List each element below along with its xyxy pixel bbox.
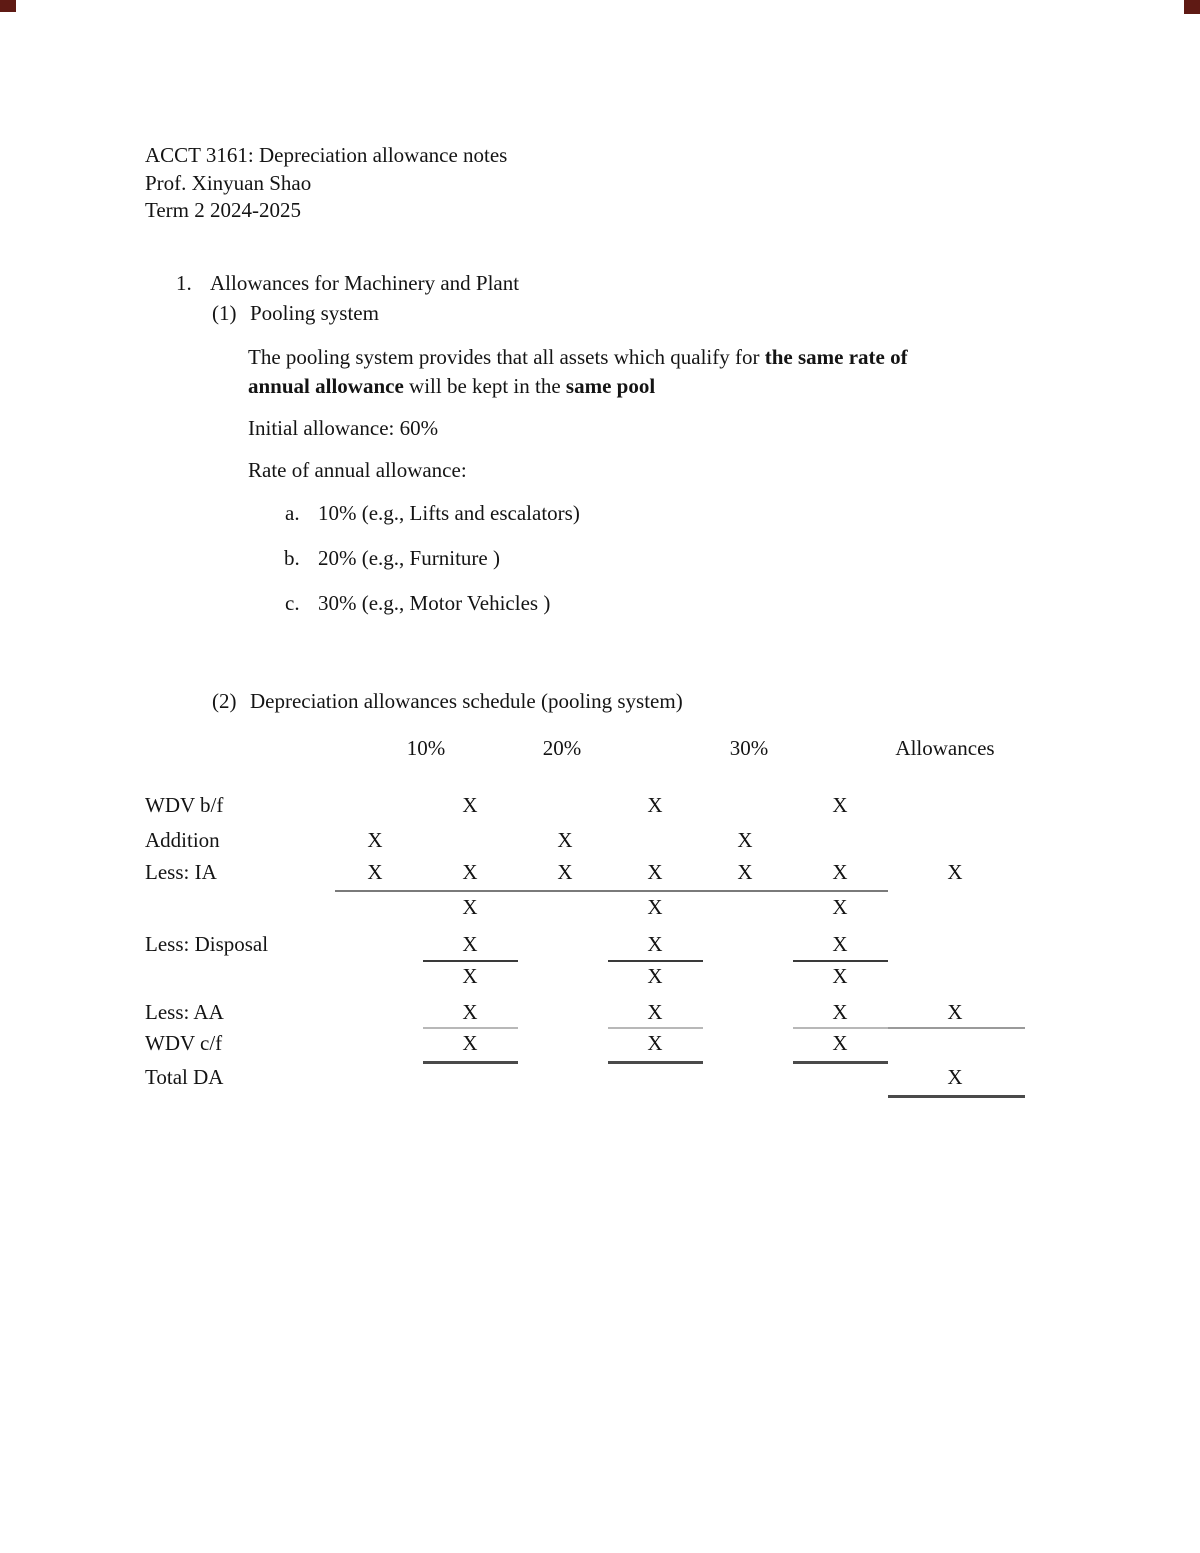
schedule-cell: X xyxy=(832,793,848,817)
column-header-10pct: 10% xyxy=(406,736,446,760)
schedule-cell: X xyxy=(832,860,848,884)
sum-line xyxy=(423,1027,518,1029)
doc-author: Prof. Xinyuan Shao xyxy=(145,170,312,195)
paragraph-bold-text: the same rate of xyxy=(764,345,908,369)
rate-item-text: 10% (e.g., Lifts and escalators) xyxy=(318,501,580,525)
schedule-cell: X xyxy=(947,1065,963,1089)
sum-line xyxy=(793,1061,888,1064)
sum-line xyxy=(793,960,888,962)
schedule-cell: X xyxy=(832,895,848,919)
list-number-1: 1. xyxy=(176,271,192,295)
schedule-cell: X xyxy=(557,828,573,852)
schedule-cell: X xyxy=(947,1000,963,1024)
schedule-cell: X xyxy=(832,1031,848,1055)
paragraph-text: The pooling system provides that all ass… xyxy=(248,345,765,369)
doc-term: Term 2 2024-2025 xyxy=(145,198,302,222)
schedule-cell: X xyxy=(462,793,478,817)
schedule-cell: X xyxy=(462,964,478,988)
schedule-cell: X xyxy=(647,860,663,884)
sum-line xyxy=(608,960,703,962)
schedule-row-label: Less: IA xyxy=(145,860,217,884)
paragraph-text: will be kept in the xyxy=(403,373,566,398)
doc-header: ACCT 3161: Depreciation allowance notes … xyxy=(145,142,507,225)
scan-artifact-top-left xyxy=(0,0,16,12)
column-header-30pct: 30% xyxy=(729,736,769,760)
schedule-cell: X xyxy=(557,860,573,884)
subsection-1-title: Pooling system xyxy=(250,301,379,325)
schedule-cell: X xyxy=(737,860,753,884)
column-header-20pct: 20% xyxy=(542,736,582,760)
initial-allowance-line: Initial allowance: 60% xyxy=(248,416,439,440)
schedule-cell: X xyxy=(462,1031,478,1055)
rate-item-marker: c. xyxy=(285,591,300,615)
rate-item-marker: b. xyxy=(284,546,300,570)
doc-title: ACCT 3161: Depreciation allowance notes xyxy=(145,143,508,167)
schedule-cell: X xyxy=(647,895,663,919)
schedule-cell: X xyxy=(647,1031,663,1055)
schedule-row-label: WDV c/f xyxy=(145,1031,223,1055)
schedule-cell: X xyxy=(462,932,478,956)
schedule-cell: X xyxy=(832,964,848,988)
schedule-cell: X xyxy=(462,860,478,884)
schedule-cell: X xyxy=(832,1000,848,1024)
section-title: Allowances for Machinery and Plant xyxy=(210,271,520,295)
schedule-cell: X xyxy=(462,895,478,919)
sum-line xyxy=(423,1061,518,1064)
scan-artifact-top-right xyxy=(1184,0,1200,14)
sum-line-after-ia xyxy=(335,890,888,892)
sum-line xyxy=(608,1061,703,1064)
schedule-row-label: Addition xyxy=(145,828,220,852)
sum-line xyxy=(423,960,518,962)
paragraph-bold-text: annual allowance xyxy=(248,373,404,398)
total-line-allowances xyxy=(888,1095,1025,1098)
subsection-2-number: (2) xyxy=(212,689,237,713)
subsection-1-number: (1) xyxy=(212,301,237,325)
schedule-cell: X xyxy=(647,964,663,988)
schedule-cell: X xyxy=(947,860,963,884)
rate-item-text: 30% (e.g., Motor Vehicles ) xyxy=(318,591,551,615)
schedule-cell: X xyxy=(832,932,848,956)
sum-line xyxy=(793,1027,888,1029)
schedule-cell: X xyxy=(647,793,663,817)
rate-item-marker: a. xyxy=(285,501,300,525)
schedule-row-label: Less: Disposal xyxy=(145,932,269,956)
pooling-paragraph: The pooling system provides that all ass… xyxy=(248,343,1028,400)
sum-line xyxy=(608,1027,703,1029)
schedule-row-label: WDV b/f xyxy=(145,793,224,817)
sum-line-allowances xyxy=(888,1027,1025,1029)
schedule-cell: X xyxy=(647,1000,663,1024)
schedule-cell: X xyxy=(462,1000,478,1024)
schedule-cell: X xyxy=(647,932,663,956)
rate-heading: Rate of annual allowance: xyxy=(248,458,467,482)
subsection-2-title: Depreciation allowances schedule (poolin… xyxy=(250,689,683,713)
schedule-row-label: Total DA xyxy=(145,1065,224,1089)
rate-item-text: 20% (e.g., Furniture ) xyxy=(318,546,500,570)
schedule-cell: X xyxy=(367,860,383,884)
column-header-allowances: Allowances xyxy=(895,736,995,760)
schedule-cell: X xyxy=(367,828,383,852)
schedule-row-label: Less: AA xyxy=(145,1000,224,1024)
schedule-cell: X xyxy=(737,828,753,852)
paragraph-bold-text: same pool xyxy=(565,373,656,398)
